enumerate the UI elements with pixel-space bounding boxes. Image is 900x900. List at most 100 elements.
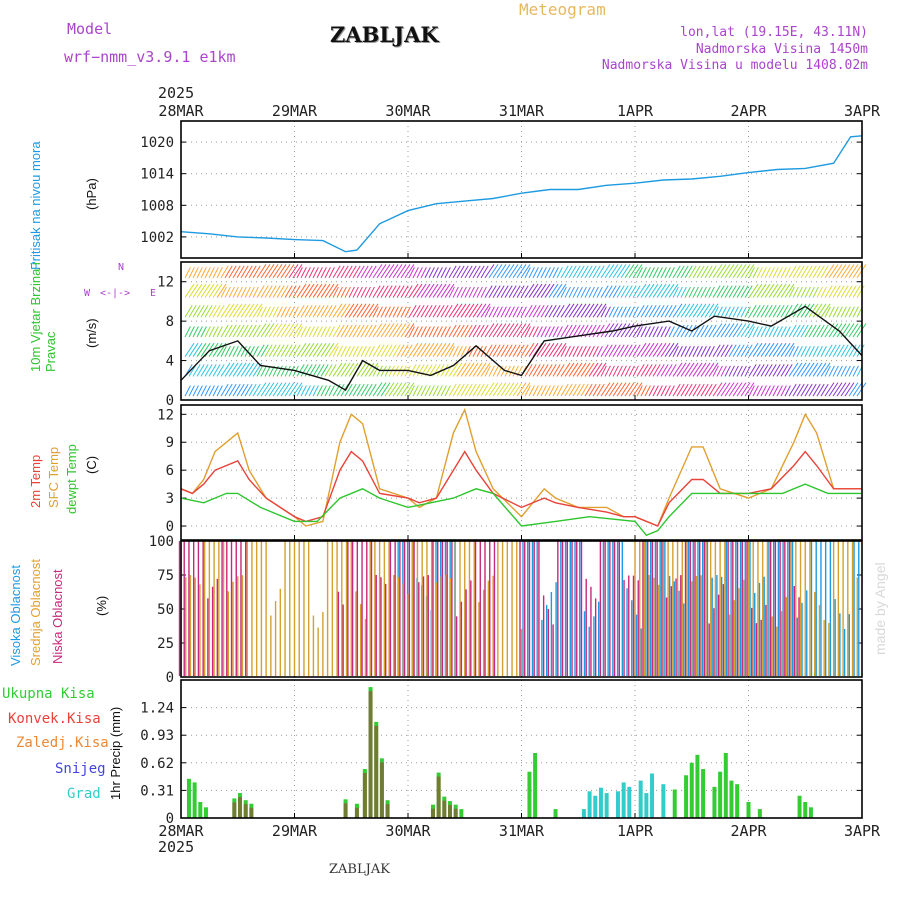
wind-barb [320, 364, 329, 377]
wind-barb [452, 265, 461, 279]
wind-barb [216, 305, 225, 318]
wind-barb [428, 267, 435, 279]
wind-barb [484, 365, 491, 377]
wind-barb [600, 285, 609, 298]
wind-barb [676, 345, 683, 357]
wind-barb [444, 326, 451, 338]
wind-barb [368, 265, 377, 279]
wind-barb [476, 345, 483, 357]
legend-graupel: Grad [67, 786, 101, 802]
wind-barb [848, 382, 859, 397]
wind-barb [668, 364, 677, 377]
wind-barb [352, 303, 363, 318]
wind-barb [320, 305, 329, 318]
wind-barb [632, 382, 643, 397]
wind-barb [400, 382, 411, 397]
wind-barb [320, 385, 327, 397]
wind-barb [268, 306, 275, 318]
wind-barb [532, 364, 541, 377]
wind-barb [536, 305, 545, 318]
wind-barb [732, 323, 743, 338]
wind-barb [636, 326, 643, 338]
wind-barb [812, 362, 823, 377]
wind-barb [572, 324, 581, 338]
wind-barb [836, 344, 845, 357]
conv-precip-bar [379, 762, 384, 818]
wind-barb [488, 306, 495, 318]
wind-barb [616, 382, 627, 397]
precip-bar [581, 809, 586, 818]
wind-barb [456, 345, 463, 357]
wind-barb [644, 326, 651, 338]
wind-barb [204, 283, 215, 298]
wind-barb [804, 265, 813, 279]
y-tick-label: 0 [166, 670, 174, 686]
wind-barb [260, 344, 269, 357]
wind-barb [512, 382, 523, 397]
wind-barb [524, 283, 535, 298]
wind-barb [724, 285, 733, 298]
wind-barb [604, 264, 615, 279]
wind-barb [308, 385, 315, 397]
wind-barb [440, 326, 447, 338]
wind-barb [776, 364, 785, 377]
wind-barb [684, 265, 693, 279]
wind-barb [336, 303, 347, 318]
wind-barb [232, 362, 243, 377]
wind-barb [332, 362, 343, 377]
wind-barb [676, 383, 685, 397]
wind-barb [752, 267, 759, 279]
wind-barb [480, 303, 491, 318]
wind-barb [468, 362, 479, 377]
wind-barb [740, 365, 747, 377]
wind-barb [808, 345, 815, 357]
wind-barb [536, 326, 543, 338]
wind-barb [392, 344, 401, 357]
wind-barb [592, 383, 601, 397]
wind-barb [328, 326, 335, 338]
wind-barb [632, 285, 641, 298]
wind-barb [792, 286, 799, 298]
wind-barb [464, 303, 475, 318]
wind-barb [560, 265, 569, 279]
wind-barb [728, 365, 735, 377]
wind-barb [364, 286, 371, 298]
wind-barb [424, 267, 431, 279]
wind-barb [212, 267, 219, 279]
wind-barb [300, 364, 309, 377]
wind-barb [220, 324, 229, 338]
wind-barb [764, 326, 771, 338]
wind-barb [680, 345, 687, 357]
wind-barb [740, 285, 749, 298]
wind-barb [632, 306, 639, 318]
wind-barb [788, 345, 795, 357]
wind-barb [492, 323, 503, 338]
wind-barb [396, 344, 405, 357]
wind-barb [700, 345, 707, 357]
wind-barb [324, 305, 333, 318]
wind-barb [300, 342, 311, 357]
wind-barb [620, 365, 627, 377]
precip-bar [615, 791, 620, 818]
wind-barb [532, 283, 543, 298]
legend-frozen-rain: Zaledj.Kisa [16, 735, 109, 751]
wind-barb [732, 264, 743, 279]
wind-barb [432, 385, 439, 397]
wind-barb [524, 326, 531, 338]
wind-barb [220, 265, 229, 279]
wind-barb [328, 342, 339, 357]
wind-barb [576, 265, 585, 279]
wind-barb [660, 326, 667, 338]
wind-barb [644, 283, 655, 298]
y-tick-label: 3 [166, 491, 174, 507]
wind-barb [404, 382, 415, 397]
wind-barb [600, 306, 607, 318]
wind-barb [292, 306, 299, 318]
wind-barb [288, 323, 299, 338]
wind-barb [412, 326, 419, 338]
wind-barb [504, 285, 513, 298]
wind-barb [836, 365, 843, 377]
wind-barb [784, 364, 793, 377]
wind-barb [260, 323, 271, 338]
wind-barb [396, 382, 407, 397]
